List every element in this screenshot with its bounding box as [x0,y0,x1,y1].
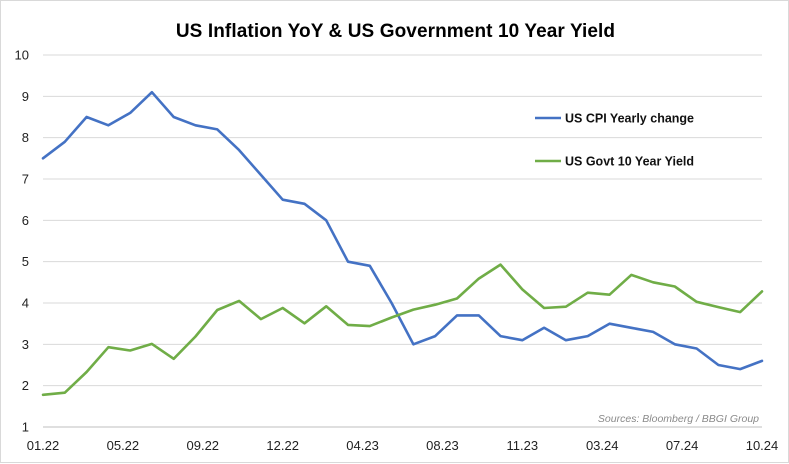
y-tick-label: 2 [22,378,29,393]
x-tick-label: 11.23 [507,438,539,453]
x-tick-label: 09.22 [187,438,220,453]
x-tick-label: 12.22 [266,438,299,453]
source-note: Sources: Bloomberg / BBGI Group [598,413,759,425]
y-tick-label: 8 [22,130,29,145]
y-tick-label: 10 [15,48,29,63]
x-tick-label: 10.24 [746,438,779,453]
x-tick-label: 04.23 [346,438,379,453]
y-tick-label: 7 [22,172,29,187]
y-tick-label: 4 [22,296,29,311]
y-tick-label: 9 [22,89,29,104]
y-tick-label: 6 [22,213,29,228]
series-lines [41,90,764,397]
x-tick-label: 05.22 [107,438,140,453]
legend-label: US Govt 10 Year Yield [565,155,694,169]
y-tick-label: 3 [22,337,29,352]
x-tick-label: 01.22 [27,438,60,453]
chart-title: US Inflation YoY & US Government 10 Year… [175,21,616,42]
series-line-yield [41,263,764,397]
y-tick-label: 5 [22,254,29,269]
x-tick-label: 07.24 [666,438,699,453]
x-tick-label: 03.24 [586,438,619,453]
series-line-cpi [41,90,764,371]
axes: 1 2 3 4 5 6 7 8 9 10 01.22 05.22 09.22 12.22 04.23 08.2… [15,48,779,454]
y-tick-label: 1 [22,420,29,435]
x-tick-label: 08.23 [426,438,459,453]
legend-label: US CPI Yearly change [565,112,694,126]
legend: US CPI Yearly change US Govt 10 Year Yiel… [535,112,694,169]
